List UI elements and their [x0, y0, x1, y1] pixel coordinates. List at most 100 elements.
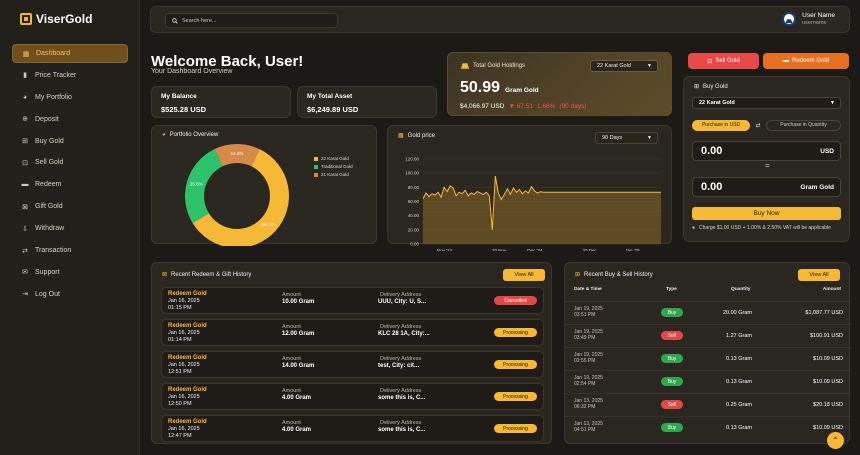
buy-karat-select[interactable]: 22 Karat Gold ▼ — [692, 97, 841, 109]
redeem-row[interactable]: Redeem Gold Jan 16, 2025 12:51 PM Amount 14.… — [161, 351, 544, 378]
search-input[interactable] — [182, 17, 332, 24]
trade-quantity: 0.13 Gram — [726, 425, 752, 431]
holdings-karat-select[interactable]: 22 Karat Gold ▼ — [590, 60, 658, 72]
amount-label: Amount — [282, 420, 301, 426]
holdings-usd: $4,066.97 USD — [460, 103, 505, 110]
scroll-to-top-button[interactable]: ⌃ — [827, 432, 844, 449]
period-select[interactable]: 90 Days ▼ — [595, 132, 658, 144]
user-menu[interactable]: User Name username — [782, 12, 835, 26]
asset-value: $6,249.89 USD — [307, 105, 359, 114]
brand-logo[interactable]: ViserGold — [20, 12, 92, 26]
holdings-period: (90 days) — [559, 103, 587, 110]
trade-amount: $10.09 USD — [813, 425, 843, 431]
trade-amount: $10.09 USD — [813, 356, 843, 362]
donut-slice-label: 59.1% — [262, 222, 275, 227]
sidebar-item-redeem[interactable]: ▬ Redeem — [21, 181, 62, 189]
sidebar-item-buy-gold[interactable]: ⊞ Buy Gold — [22, 137, 64, 146]
page-subtitle: Your Dashboard Overview — [151, 68, 233, 75]
purchase-mode-toggle: Purchase in USD ⇄ Purchase in Quantity — [692, 119, 841, 131]
sidebar-item-my-portfolio[interactable]: ◕ My Portfolio — [22, 93, 72, 101]
donut-slice — [185, 149, 223, 224]
legend-item: 22 Karat Gold — [314, 156, 353, 161]
sidebar-item-gift-gold[interactable]: ⊠ Gift Gold — [22, 203, 63, 211]
trade-type-badge: Buy — [661, 308, 683, 317]
redeem-gold-button[interactable]: ▬ Redeem Gold — [763, 53, 849, 69]
purchase-in-usd-tab[interactable]: Purchase in USD — [692, 119, 750, 131]
usd-amount-input[interactable]: 0.00 USD — [692, 141, 841, 161]
table-row[interactable]: Jan 19, 2025 03:51 PM Buy 20.00 Gram $1,087.… — [565, 301, 851, 324]
portfolio-title: Portfolio Overview — [169, 132, 219, 138]
buy-now-button[interactable]: Buy Now — [692, 207, 841, 220]
holdings-change: ▼ 67.51 — [508, 103, 533, 110]
sidebar: ViserGold ▦ Dashboard ▮ Price Tracker ◕ My Po… — [0, 0, 140, 455]
deposit-icon: ⊕ — [22, 116, 28, 124]
balance-card: My Balance $525.28 USD — [151, 86, 291, 118]
address-label: Delivery Address — [380, 292, 422, 298]
page-title: Welcome Back, User! — [151, 53, 304, 70]
logout-icon: ⇥ — [22, 291, 28, 299]
sidebar-item-price-tracker[interactable]: ▮ Price Tracker — [12, 66, 128, 85]
redeem-view-all-button[interactable]: View All — [503, 269, 545, 281]
swap-icon[interactable]: ⇄ — [755, 122, 761, 129]
col-header-quantity: Quantity — [731, 287, 751, 292]
trade-type-badge: Sell — [661, 400, 683, 409]
table-row[interactable]: Jan 19, 2025 02:55 PM Buy 0.13 Gram $10.09 U… — [565, 347, 851, 370]
redeem-row[interactable]: Redeem Gold Jan 16, 2025 01:14 PM Amount 12.… — [161, 319, 544, 346]
sidebar-item-withdraw[interactable]: ⇩ Withdraw — [22, 225, 65, 233]
trade-datetime: Jan 19, 2025 03:51 PM — [574, 306, 603, 318]
sidebar-item-support[interactable]: ✉ Support — [22, 268, 60, 277]
redeem-address: KLC 28 1A, City:... — [378, 331, 430, 337]
table-row[interactable]: Jan 13, 2025 04:51 PM Buy 0.13 Gram $10.09 U… — [565, 416, 851, 439]
redeem-row[interactable]: Redeem Gold Jan 16, 2025 12:47 PM Amount 4.0… — [161, 415, 544, 442]
redeem-address: UUU, City: U, S... — [378, 299, 427, 305]
y-tick-label: 100.00 — [405, 171, 419, 176]
table-row[interactable]: Jan 19, 2025 03:49 PM Sell 1.27 Gram $100.91… — [565, 324, 851, 347]
cart-icon: ⊞ — [694, 84, 700, 90]
gold-holdings-card: Total Gold Holdings 22 Karat Gold ▼ 50.9… — [447, 52, 672, 116]
sidebar-item-dashboard[interactable]: ▦ Dashboard — [12, 44, 128, 63]
gram-amount-input[interactable]: 0.00 Gram Gold — [692, 177, 841, 197]
sidebar-nav: ▦ Dashboard ▮ Price Tracker ◕ My Portfolio ⊕ De… — [12, 44, 128, 307]
sidebar-item-sell-gold[interactable]: ⊡ Sell Gold — [22, 159, 64, 167]
redeem-datetime: Jan 16, 2025 12:51 PM — [168, 362, 200, 375]
sidebar-item-transaction[interactable]: ⇄ Transaction — [22, 247, 72, 255]
table-row[interactable]: Jan 13, 2025 06:32 PM Sell 0.25 Gram $20.18 … — [565, 393, 851, 416]
buy-panel-title: Buy Gold — [703, 83, 728, 90]
user-name: User Name — [802, 12, 835, 19]
redeem-row[interactable]: Redeem Gold Jan 16, 2025 12:50 PM Amount 4.0… — [161, 383, 544, 410]
search-icon — [172, 17, 178, 24]
trade-history-card: ⊞ Recent Buy & Sell History View All Dat… — [564, 262, 851, 444]
holdings-unit: Gram Gold — [505, 87, 539, 94]
chevron-down-icon: ▼ — [830, 100, 835, 106]
trade-quantity: 20.00 Gram — [722, 310, 752, 316]
donut-slice — [214, 144, 260, 167]
trade-datetime: Jan 13, 2025 06:32 PM — [574, 398, 603, 410]
trade-type-badge: Buy — [661, 354, 683, 363]
address-label: Delivery Address — [380, 356, 422, 362]
transaction-icon: ⇄ — [22, 247, 28, 255]
sell-icon: ⊡ — [22, 159, 28, 167]
sidebar-item-log-out[interactable]: ⇥ Log Out — [22, 290, 60, 299]
x-tick-label: 20 Dec — [582, 248, 597, 251]
legend-item: 21 Karat Gold — [314, 172, 353, 177]
pie-chart-icon: ◕ — [22, 93, 28, 101]
pie-chart-icon: ◕ — [162, 132, 166, 138]
sell-gold-button[interactable]: ⊡ Sell Gold — [688, 53, 759, 69]
col-header-type: Type — [666, 287, 677, 292]
search-box[interactable] — [165, 13, 338, 28]
redeem-amount: 14.00 Gram — [282, 363, 315, 369]
redeem-datetime: Jan 16, 2025 12:47 PM — [168, 426, 200, 439]
redeem-history-title: Recent Redeem & Gift History — [171, 271, 252, 278]
trade-type-badge: Buy — [661, 377, 683, 386]
redeem-history-card: ⊠ Recent Redeem & Gift History View All … — [151, 262, 552, 444]
truck-icon: ▬ — [21, 181, 29, 189]
purchase-in-quantity-tab[interactable]: Purchase in Quantity — [766, 119, 841, 131]
table-row[interactable]: Jan 19, 2025 02:54 PM Buy 0.13 Gram $10.09 U… — [565, 370, 851, 393]
status-badge: Processing — [494, 424, 537, 433]
sidebar-item-deposit[interactable]: ⊕ Deposit — [22, 115, 59, 124]
redeem-datetime: Jan 16, 2025 01:15 PM — [168, 298, 200, 311]
bar-chart-icon: ▮ — [23, 72, 27, 80]
trade-view-all-button[interactable]: View All — [798, 269, 840, 281]
x-tick-label: 20 Nov — [492, 248, 507, 251]
redeem-row[interactable]: Redeem Gold Jan 16, 2025 01:15 PM Amount 10.… — [161, 287, 544, 314]
